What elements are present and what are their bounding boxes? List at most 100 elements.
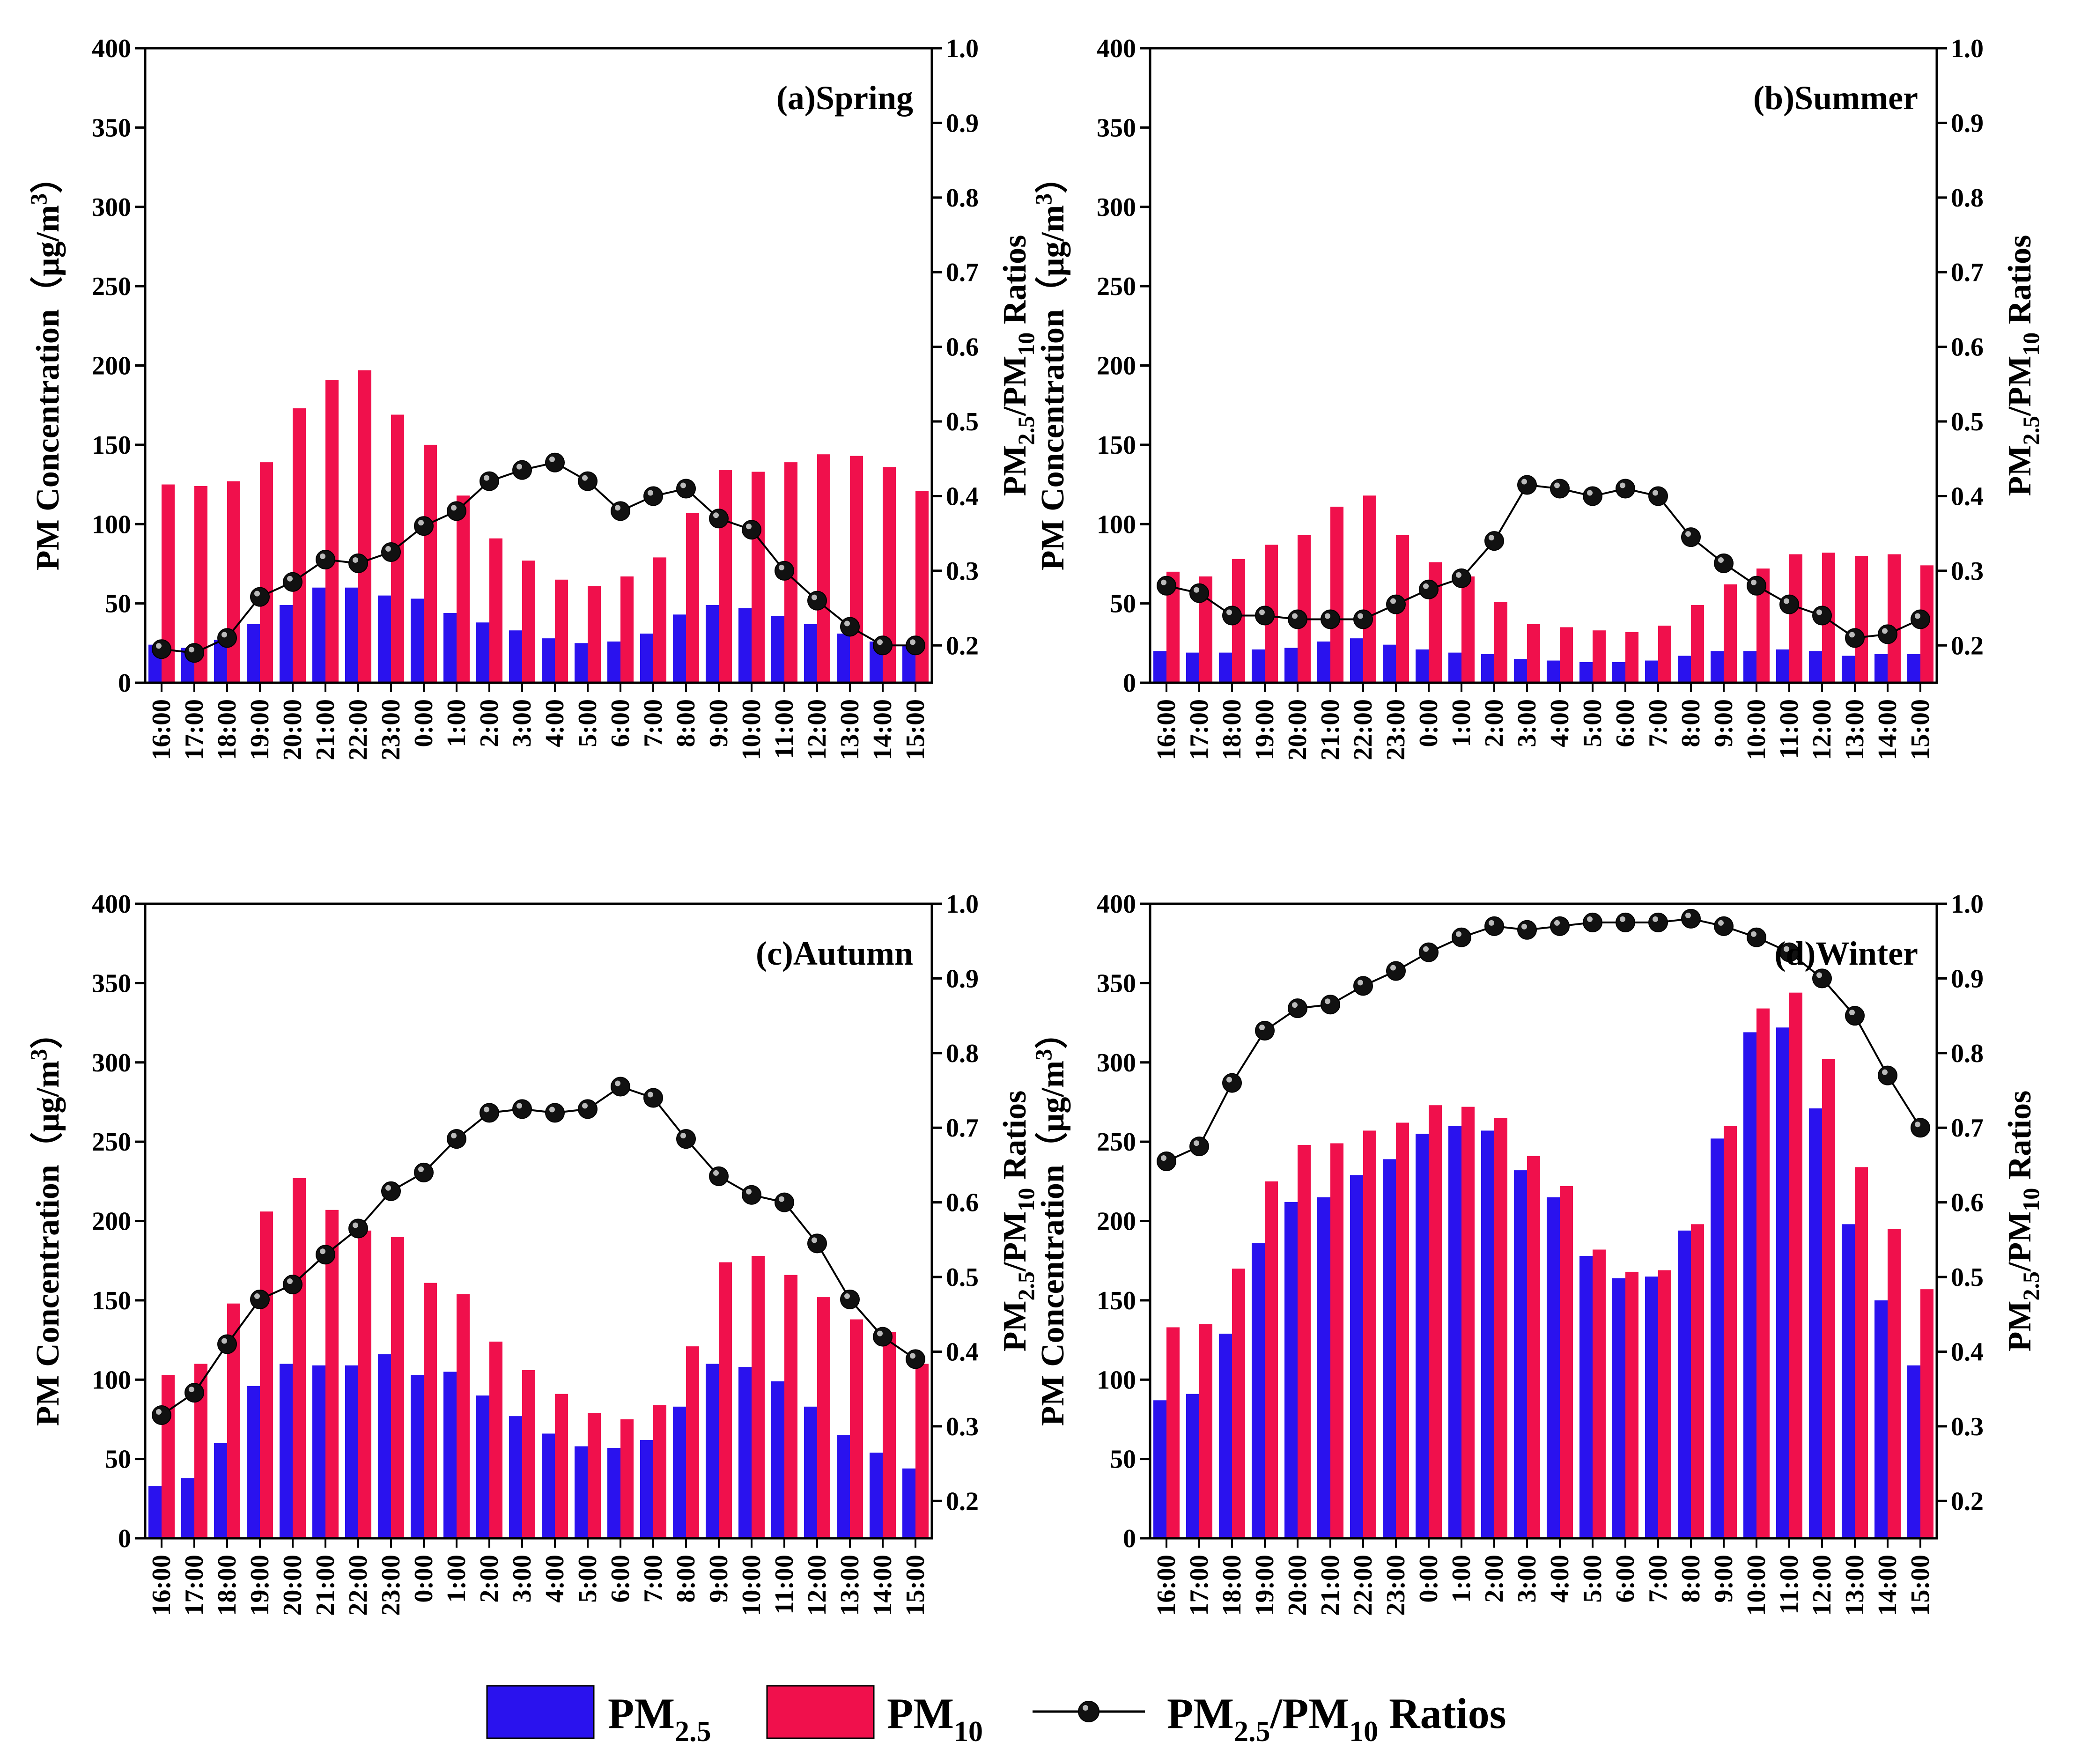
pm25-bar (1317, 641, 1330, 683)
x-tick-label: 4:00 (1545, 699, 1574, 747)
ratio-point-highlight (713, 1170, 719, 1176)
ratio-point (1583, 486, 1602, 506)
ratio-point (1386, 961, 1406, 981)
ratio-point (480, 1103, 499, 1123)
pm10-bar (1855, 556, 1868, 683)
ratio-point-highlight (484, 475, 489, 481)
pm10-bar (1724, 1126, 1737, 1538)
ratio-point-highlight (254, 1293, 260, 1299)
x-tick-label: 2:00 (1480, 1555, 1509, 1603)
ratio-point-highlight (1489, 535, 1494, 541)
legend-label-pm10: PM10 (887, 1690, 983, 1748)
pm25-bar (837, 1435, 850, 1538)
ratio-point (1222, 605, 1242, 626)
ratio-point-highlight (648, 1092, 653, 1098)
ratio-point-highlight (385, 1185, 391, 1191)
pm10-bar (850, 1319, 863, 1538)
ratio-point (1353, 609, 1373, 629)
ratio-point (1845, 628, 1865, 648)
ratio-point (1386, 594, 1406, 614)
pm25-bar (738, 608, 752, 683)
ratio-point-highlight (1521, 923, 1527, 930)
ratio-point-highlight (1325, 613, 1330, 619)
x-tick-label: 9:00 (1709, 1555, 1738, 1603)
ratio-point (1714, 553, 1734, 573)
pm25-bar (1448, 652, 1461, 683)
ratio-point (1517, 475, 1537, 495)
x-tick-label: 23:00 (1381, 1555, 1410, 1616)
ratio-point-highlight (1685, 912, 1691, 918)
x-tick-label: 14:00 (868, 1555, 897, 1616)
pm10-bar (293, 1178, 306, 1538)
ratio-point-highlight (1718, 557, 1724, 563)
pm25-bar (1547, 1197, 1560, 1538)
pm25-bar (1481, 654, 1494, 683)
panel-title: (d)Winter (1774, 935, 1918, 972)
ratio-point-highlight (451, 505, 457, 511)
y2-tick-label: 0.5 (1951, 1263, 1984, 1292)
ratio-point-highlight (713, 512, 719, 518)
x-tick-label: 17:00 (1185, 1555, 1214, 1616)
pm10-bar (1593, 630, 1606, 683)
y-tick-label: 400 (92, 890, 131, 919)
ratio-point-highlight (484, 1107, 489, 1113)
x-tick-label: 3:00 (1513, 699, 1542, 747)
ratio-point-highlight (582, 1103, 588, 1109)
ratio-point (611, 501, 630, 521)
ratio-point-highlight (1587, 490, 1593, 496)
ratio-point-highlight (1292, 1002, 1298, 1008)
x-tick-label: 6:00 (606, 699, 635, 747)
ratio-point (348, 1218, 368, 1239)
ratio-point-highlight (1849, 1010, 1855, 1016)
y2-tick-label: 0.3 (946, 1412, 979, 1441)
y-tick-label: 150 (1097, 431, 1136, 460)
x-tick-label: 9:00 (704, 699, 733, 747)
pm10-bar (1888, 554, 1901, 683)
y2-tick-label: 0.6 (1951, 333, 1984, 362)
ratio-point-highlight (779, 1196, 784, 1202)
x-tick-label: 14:00 (1873, 1555, 1902, 1616)
ratio-point (709, 1166, 729, 1186)
y2-tick-label: 0.7 (1951, 1114, 1984, 1143)
ratio-point (1222, 1073, 1242, 1093)
ratio-point-highlight (746, 524, 752, 530)
x-tick-label: 15:00 (901, 699, 930, 760)
ratio-point (1681, 527, 1701, 547)
pm10-bar (850, 456, 863, 683)
pm25-bar (1579, 1256, 1593, 1538)
y2-tick-label: 0.2 (1951, 631, 1984, 660)
ratio-point (1189, 583, 1209, 603)
pm10-bar (1691, 605, 1704, 683)
ratio-point (1419, 942, 1439, 962)
pm25-bar (1416, 1134, 1429, 1538)
x-tick-label: 2:00 (1480, 699, 1509, 747)
ratio-point (217, 628, 237, 648)
pm25-bar (1350, 1175, 1363, 1538)
pm25-bar (443, 1372, 457, 1538)
x-tick-label: 5:00 (1578, 1555, 1607, 1603)
pm10-bar (555, 1394, 568, 1538)
y-tick-label: 300 (1097, 1048, 1136, 1078)
pm25-bar (1776, 649, 1789, 683)
ratio-point (906, 635, 925, 656)
panel-title: (b)Summer (1753, 79, 1918, 117)
ratio-point (840, 617, 860, 637)
ratio-point-highlight (1456, 931, 1461, 937)
ratio-point-highlight (1620, 482, 1625, 488)
ratio-point (1157, 576, 1176, 596)
ratio-point (152, 1405, 171, 1425)
x-tick-label: 3:00 (508, 1555, 537, 1603)
ratio-point (1812, 605, 1832, 626)
ratio-point (709, 509, 729, 529)
x-tick-label: 6:00 (606, 1555, 635, 1603)
pm10-bar (391, 1237, 404, 1538)
chart-panel-2: 0 50 100 150 200 250 300 350 400 0.2 0.3 0.4 0.5 0.6 0… (1030, 34, 2044, 760)
x-tick-label: 8:00 (1676, 699, 1705, 747)
pm25-bar (148, 1486, 162, 1538)
pm10-bar (1756, 1008, 1770, 1538)
ratio-point-highlight (1718, 920, 1724, 926)
x-tick-label: 23:00 (376, 699, 406, 760)
pm10-bar (620, 1419, 634, 1538)
y-tick-label: 50 (105, 1445, 131, 1474)
legend-ratio-marker-highlight (1083, 1705, 1088, 1711)
